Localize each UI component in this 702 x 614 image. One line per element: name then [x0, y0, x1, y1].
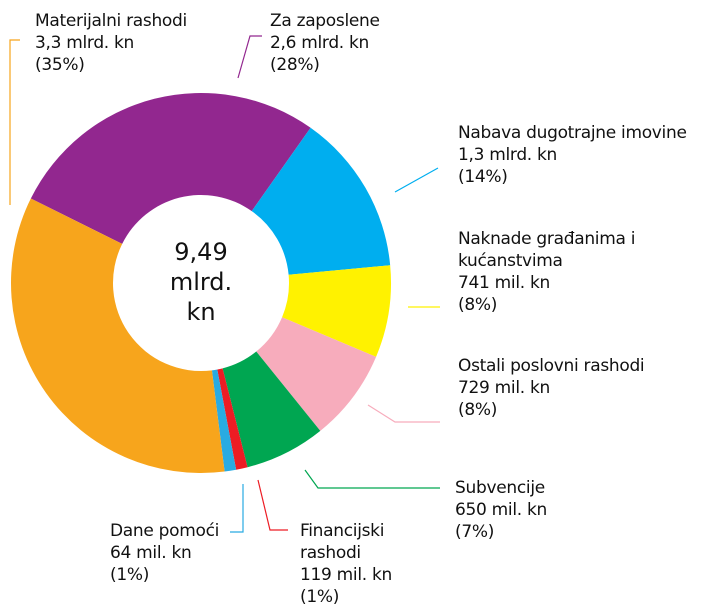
category-label: Za zaposlene — [270, 11, 380, 31]
amount-label: 729 mil. kn — [458, 378, 550, 398]
category-label: Financijski rashodi — [300, 521, 385, 563]
slice-label: Dane pomoći 64 mil. kn (1%) — [110, 520, 240, 586]
amount-label: 741 mil. kn — [458, 273, 550, 293]
leader-line — [304, 469, 440, 489]
slice-label: Ostali poslovni rashodi 729 mil. kn (8%) — [458, 355, 698, 421]
leader-line — [394, 167, 439, 193]
amount-label: 650 mil. kn — [455, 500, 547, 520]
leader-line — [237, 35, 262, 79]
center-label: kn — [186, 298, 215, 326]
amount-label: 64 mil. kn — [110, 543, 192, 563]
slice — [217, 368, 248, 470]
category-label: Ostali poslovni rashodi — [458, 356, 645, 376]
amount-label: 3,3 mlrd. kn — [35, 33, 135, 53]
leader-line — [257, 479, 288, 531]
amount-label: 2,6 mlrd. kn — [270, 33, 370, 53]
percent-label: (7%) — [455, 522, 495, 542]
slice — [30, 93, 311, 244]
slice-label: Za zaposlene 2,6 mlrd. kn (28%) — [270, 10, 470, 76]
leader-line — [230, 484, 244, 533]
percent-label: (8%) — [458, 400, 498, 420]
percent-label: (1%) — [300, 587, 340, 607]
slice-label: Naknade građanima i kućanstvima 741 mil. … — [458, 228, 673, 316]
leader-line — [9, 39, 20, 205]
leader-line — [367, 404, 440, 423]
percent-label: (14%) — [458, 167, 508, 187]
percent-label: (1%) — [110, 565, 150, 585]
slice — [11, 198, 225, 473]
slice — [222, 351, 321, 468]
slice-label: Materijalni rashodi 3,3 mlrd. kn (35%) — [35, 10, 255, 76]
slice — [211, 369, 237, 472]
center-label: 9,49 — [174, 238, 227, 266]
category-label: Dane pomoći — [110, 521, 220, 541]
percent-label: (28%) — [270, 55, 320, 75]
center-label: mlrd. — [170, 268, 232, 296]
category-label: Subvencije — [455, 478, 545, 498]
category-label: Naknade građanima i kućanstvima — [458, 229, 636, 271]
percent-label: (8%) — [458, 295, 498, 315]
category-label: Nabava dugotrajne imovine — [458, 123, 687, 143]
amount-label: 1,3 mlrd. kn — [458, 145, 558, 165]
slice — [251, 127, 391, 275]
slice — [256, 317, 377, 431]
slice-label: Subvencije 650 mil. kn (7%) — [455, 477, 655, 543]
slice — [282, 265, 391, 357]
category-label: Materijalni rashodi — [35, 11, 187, 31]
amount-label: 119 mil. kn — [300, 565, 392, 585]
slice-label: Nabava dugotrajne imovine 1,3 mlrd. kn (14… — [458, 122, 698, 188]
slice-label: Financijski rashodi 119 mil. kn (1%) — [300, 520, 410, 608]
percent-label: (35%) — [35, 55, 85, 75]
